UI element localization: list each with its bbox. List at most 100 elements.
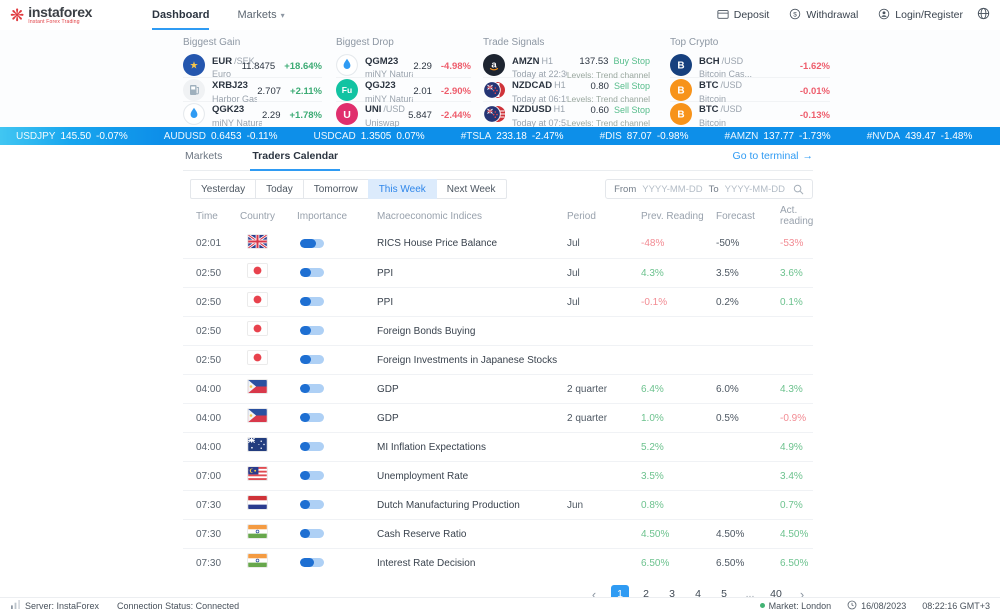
- globe-icon: [977, 7, 990, 23]
- pagination-page-2[interactable]: 2: [643, 588, 649, 600]
- instrument-symbol: UNI: [365, 104, 382, 116]
- actual-reading: 6.50%: [780, 557, 809, 569]
- table-row: 04:00 GDP 2 quarter 6.4% 6.0% 4.3%: [183, 374, 813, 403]
- ticker-item[interactable]: USDCAD 1.3505 0.07%: [314, 131, 430, 142]
- main-nav: Dashboard Markets ▾: [152, 0, 313, 30]
- ticker-price: 233.18: [496, 130, 527, 142]
- filter-this-week[interactable]: This Week: [367, 179, 437, 199]
- ticker-item[interactable]: USDJPY 145.50 -0.07%: [16, 131, 133, 142]
- instrument-change: -0.13%: [799, 109, 830, 121]
- event-name: Cash Reserve Ratio: [377, 528, 467, 540]
- pagination-prev-button[interactable]: ‹: [591, 586, 597, 602]
- importance-cell: [297, 235, 377, 253]
- filter-yesterday[interactable]: Yesterday: [190, 179, 257, 199]
- header-actions: Deposit $ Withdrawal Login/Register: [697, 0, 990, 30]
- instrument-name: Today at 22:30: [512, 69, 567, 80]
- ph-flag-icon: [247, 379, 268, 394]
- instrument-price: 5.847: [408, 109, 432, 121]
- date-to-input[interactable]: YYYY-MM-DD: [724, 183, 785, 195]
- table-row: 02:50 Foreign Investments in Japanese Sto…: [183, 345, 813, 374]
- date-label: 16/08/2023: [861, 600, 907, 611]
- my-flag-icon: [247, 466, 268, 481]
- svg-text:U: U: [343, 109, 351, 121]
- date-filter-group: Yesterday Today Tomorrow This Week Next Week: [190, 179, 507, 199]
- instrument-suffix: H1: [554, 80, 566, 91]
- ticker-change: -0.98%: [656, 130, 689, 142]
- importance-cell: [297, 525, 377, 543]
- filter-tomorrow[interactable]: Tomorrow: [302, 179, 369, 199]
- actual-reading: 3.6%: [780, 267, 803, 279]
- market-session: Market: London: [759, 601, 831, 611]
- in-flag-icon: [247, 553, 268, 568]
- instrument-values: -0.01%: [791, 80, 830, 99]
- ticker-item[interactable]: #DIS 87.07 -0.98%: [600, 131, 694, 142]
- table-row: 07:30 Cash Reserve Ratio 4.50% 4.50% 4.50%: [183, 519, 813, 548]
- market-row[interactable]: U UNI/USD Uniswap 5.847 -2.44%: [336, 101, 471, 128]
- prev-reading: 3.5%: [641, 470, 664, 482]
- pagination-page-40[interactable]: 40: [770, 588, 782, 600]
- ticker-change: -2.47%: [531, 130, 564, 142]
- tab-traders-calendar[interactable]: Traders Calendar: [250, 150, 340, 171]
- instrument-name: Harbor Gaso...: [212, 93, 258, 104]
- pagination-page-5[interactable]: 5: [721, 588, 727, 600]
- nav-dashboard[interactable]: Dashboard: [152, 0, 210, 30]
- importance-indicator: [300, 355, 324, 364]
- event-period: 2 quarter: [567, 383, 608, 395]
- country-cell: [240, 292, 297, 312]
- prev-reading: 5.2%: [641, 441, 664, 453]
- filter-next-week[interactable]: Next Week: [435, 179, 507, 199]
- date-from-input[interactable]: YYYY-MM-DD: [642, 183, 703, 195]
- market-row[interactable]: NZDCAD H1 Today at 06:19 0.80 Sell Stop Level…: [483, 77, 650, 104]
- instrument-name: Today at 07:53: [512, 117, 567, 128]
- market-row[interactable]: NZDUSD H1 Today at 07:53 0.60 Sell Stop Level…: [483, 101, 650, 128]
- tab-markets[interactable]: Markets: [185, 150, 223, 162]
- ticker-item[interactable]: AUDUSD 0.6453 -0.11%: [164, 131, 283, 142]
- nav-markets[interactable]: Markets ▾: [237, 0, 284, 30]
- flame-icon: [183, 102, 205, 125]
- event-period: Jul: [567, 296, 580, 308]
- logo[interactable]: ❋ instaforex Instant Forex Trading: [10, 0, 138, 30]
- event-period: 2 quarter: [567, 412, 608, 424]
- login-register-button[interactable]: Login/Register: [878, 8, 963, 23]
- market-row[interactable]: B BCH/USD Bitcoin Cas... -1.62%: [670, 53, 830, 79]
- go-to-terminal-link[interactable]: Go to terminal →: [733, 150, 813, 170]
- instrument-symbol: AMZN: [512, 55, 540, 67]
- market-row[interactable]: a AMZN H1 Today at 22:30 137.53 Buy Stop Level…: [483, 53, 650, 80]
- withdrawal-button[interactable]: $ Withdrawal: [789, 8, 858, 23]
- market-row[interactable]: QGM23 miNY Natura...2.29 -4.98%: [336, 53, 471, 79]
- importance-indicator: [300, 558, 324, 567]
- ticker-item[interactable]: #NVDA 439.47 -1.48%: [867, 131, 978, 142]
- table-row: 02:50 PPI Jul -0.1% 0.2% 0.1%: [183, 287, 813, 316]
- section-title: Top Crypto: [670, 37, 719, 48]
- jp-flag-icon: [247, 321, 268, 336]
- ticker-price: 439.47: [905, 130, 936, 142]
- ticker-item[interactable]: #AMZN 137.77 -1.73%: [725, 131, 836, 142]
- importance-indicator: [300, 297, 324, 306]
- actual-reading: 3.4%: [780, 470, 803, 482]
- deposit-button[interactable]: Deposit: [717, 8, 769, 23]
- pagination-next-button[interactable]: ›: [799, 586, 805, 602]
- forecast: 6.50%: [716, 557, 745, 569]
- instrument-suffix: H1: [553, 104, 566, 115]
- importance-cell: [297, 467, 377, 485]
- ticker-price: 87.07: [626, 130, 652, 142]
- language-globe-button[interactable]: [977, 7, 990, 23]
- pagination-page-4[interactable]: 4: [695, 588, 701, 600]
- amzn-icon: a: [483, 54, 505, 76]
- instrument-values: 2.29 +1.78%: [262, 104, 322, 123]
- ticker-item[interactable]: #TSLA 233.18 -2.47%: [461, 131, 569, 142]
- prev-reading: -0.1%: [641, 296, 668, 308]
- market-row[interactable]: B BTC/USD Bitcoin -0.01%: [670, 77, 830, 104]
- pagination-page-3[interactable]: 3: [669, 588, 675, 600]
- importance-indicator: [300, 413, 324, 422]
- market-row[interactable]: ★ EUR/SEK Euro 11.8475 +18.64%: [183, 53, 322, 79]
- filter-today[interactable]: Today: [255, 179, 304, 199]
- importance-cell: [297, 380, 377, 398]
- event-name: PPI: [377, 267, 394, 279]
- search-icon[interactable]: [793, 184, 804, 195]
- market-row[interactable]: B BTC/USD Bitcoin -0.13%: [670, 101, 830, 128]
- market-open-dot-icon: [759, 603, 765, 608]
